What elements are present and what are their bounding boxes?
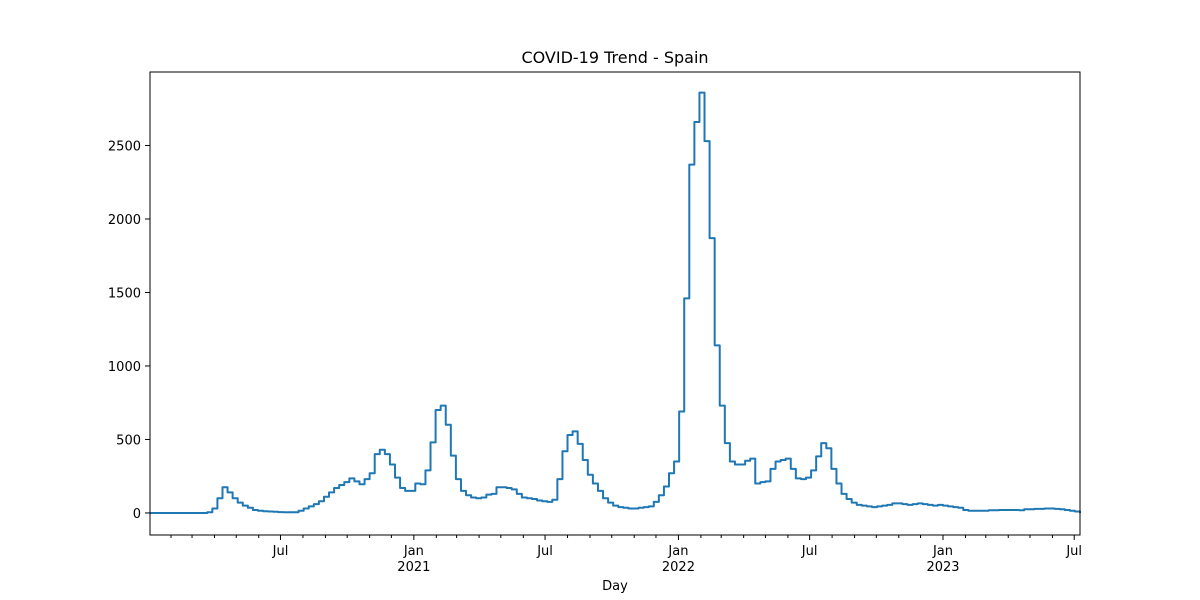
x-tick-label: Jul: [801, 544, 818, 559]
x-tick-year-label: 2022: [662, 560, 695, 575]
x-tick-label: Jan: [932, 544, 953, 559]
chart-title: COVID-19 Trend - Spain: [521, 48, 708, 67]
x-tick-label: Jan: [403, 544, 424, 559]
x-tick-label: Jul: [536, 544, 553, 559]
y-tick-label: 2500: [108, 139, 141, 154]
y-tick-label: 1000: [108, 360, 141, 375]
y-tick-label: 1500: [108, 286, 141, 301]
y-axis: 0 500 1000 1500 2000 2500: [108, 139, 150, 522]
series-line: [150, 91, 1081, 514]
x-tick-year-label: 2021: [397, 560, 430, 575]
x-tick-label: Jul: [272, 544, 289, 559]
y-tick-label: 2000: [108, 213, 141, 228]
x-tick-label: Jan: [667, 544, 688, 559]
y-tick-label: 500: [116, 433, 141, 448]
x-axis-title: Day: [602, 579, 628, 594]
x-tick-label: Jul: [1065, 544, 1082, 559]
plot-frame: [149, 71, 1081, 536]
x-tick-year-label: 2023: [926, 560, 959, 575]
y-tick-label: 0: [133, 507, 141, 522]
